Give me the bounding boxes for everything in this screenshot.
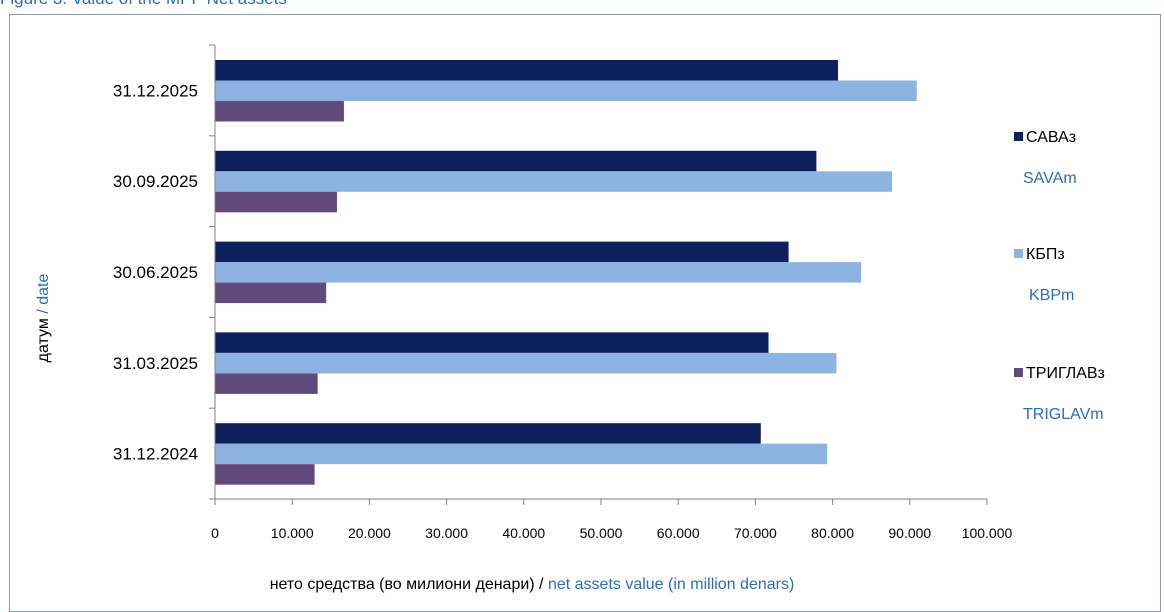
bar-savam-31.12.2025 (215, 60, 839, 81)
x-axis-title-en: net assets value (in million denars) (548, 576, 794, 593)
category-label: 31.03.2025 (113, 354, 198, 373)
bar-kbpm-31.12.2024 (215, 443, 828, 465)
figure-caption: Figure 3: Value of the MPF Net assets (0, 0, 287, 9)
x-tick-label: 20.000 (348, 525, 391, 541)
legend-swatch-savam (1014, 132, 1023, 141)
legend-swatch-kbpm (1014, 249, 1023, 258)
x-tick-label: 70.000 (734, 525, 777, 541)
category-label: 30.06.2025 (113, 263, 198, 282)
bar-triglavm-31.12.2024 (215, 464, 315, 485)
bar-kbpm-31.12.2025 (215, 80, 917, 101)
bar-triglavm-30.09.2025 (215, 191, 337, 213)
bar-savam-31.03.2025 (215, 332, 769, 353)
category-label: 30.09.2025 (113, 172, 198, 191)
x-tick-label: 80.000 (811, 525, 854, 541)
x-tick-label: 10.000 (271, 525, 314, 541)
x-tick-label: 30.000 (425, 525, 468, 541)
bar-kbpm-30.06.2025 (215, 262, 862, 283)
x-tick-label: 100.000 (962, 525, 1013, 541)
legend-label-en: TRIGLAVm (1023, 406, 1104, 423)
category-label: 31.12.2024 (113, 445, 198, 464)
bar-kbpm-31.03.2025 (215, 352, 837, 374)
bar-triglavm-30.06.2025 (215, 282, 327, 304)
x-tick-label: 0 (211, 525, 219, 541)
category-label: 31.12.2025 (113, 81, 198, 100)
x-axis-title: нето средства (во милиони денари) / net … (270, 576, 795, 593)
y-axis-title-mk: датум (35, 318, 52, 362)
x-tick-label: 90.000 (888, 525, 931, 541)
x-tick-label: 50.000 (580, 525, 623, 541)
x-tick-label: 60.000 (657, 525, 700, 541)
bar-savam-30.09.2025 (215, 150, 817, 172)
legend-label: САВАз (1026, 129, 1076, 146)
legend-swatch-triglavm (1014, 368, 1023, 377)
bar-savam-30.06.2025 (215, 241, 789, 263)
bar-triglavm-31.03.2025 (215, 373, 318, 394)
y-axis-title-en: / date (35, 274, 52, 319)
y-axis-title: датум / date (35, 274, 52, 363)
legend-label-en: KBPm (1029, 287, 1074, 304)
x-tick-label: 40.000 (502, 525, 545, 541)
bar-triglavm-31.12.2025 (215, 101, 344, 122)
legend-label: ТРИГЛАВз (1026, 365, 1105, 382)
bar-savam-31.12.2024 (215, 423, 761, 444)
legend-label: КБПз (1026, 246, 1065, 263)
legend-label-en: SAVAm (1023, 170, 1077, 187)
bar-kbpm-30.09.2025 (215, 171, 893, 192)
x-axis-title-mk: нето средства (во милиони денари) / (270, 576, 548, 593)
